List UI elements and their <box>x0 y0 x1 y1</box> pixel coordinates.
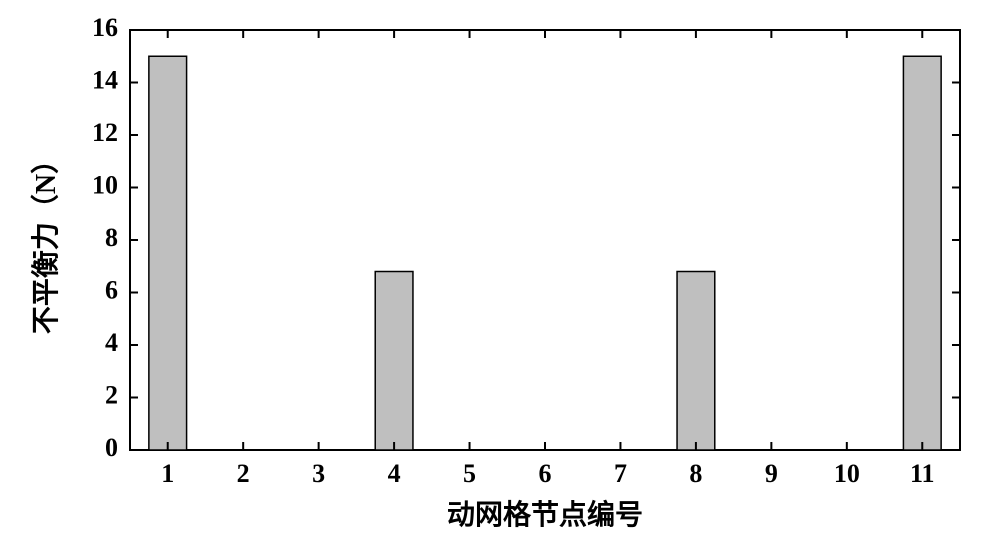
bar <box>149 56 187 450</box>
x-tick-label: 9 <box>765 459 778 488</box>
x-tick-label: 8 <box>689 459 702 488</box>
y-tick-label: 16 <box>92 13 118 42</box>
y-tick-label: 6 <box>105 275 118 304</box>
x-tick-label: 7 <box>614 459 627 488</box>
y-tick-label: 0 <box>105 433 118 462</box>
bar <box>677 272 715 451</box>
x-tick-label: 4 <box>388 459 401 488</box>
bar <box>375 272 413 451</box>
y-tick-label: 8 <box>105 223 118 252</box>
x-tick-label: 5 <box>463 459 476 488</box>
x-tick-label: 1 <box>161 459 174 488</box>
x-axis-label: 动网格节点编号 <box>447 498 643 531</box>
y-tick-label: 12 <box>92 118 118 147</box>
x-tick-label: 2 <box>237 459 250 488</box>
y-tick-label: 4 <box>105 328 118 357</box>
x-tick-label: 11 <box>910 459 935 488</box>
x-tick-label: 10 <box>834 459 860 488</box>
y-axis-label: 不平衡力（N） <box>29 146 62 334</box>
y-tick-label: 14 <box>92 65 118 94</box>
x-tick-label: 3 <box>312 459 325 488</box>
x-tick-label: 6 <box>539 459 552 488</box>
chart-svg: 02468101214161234567891011不平衡力（N）动网格节点编号 <box>0 0 1000 555</box>
bar-chart: 02468101214161234567891011不平衡力（N）动网格节点编号 <box>0 0 1000 555</box>
bar <box>903 56 941 450</box>
y-tick-label: 10 <box>92 170 118 199</box>
y-tick-label: 2 <box>105 380 118 409</box>
